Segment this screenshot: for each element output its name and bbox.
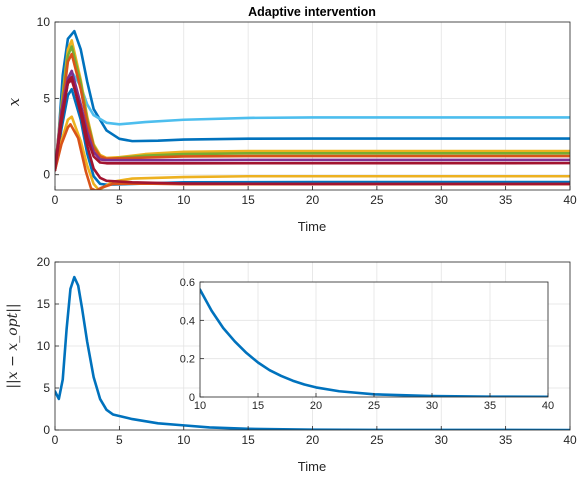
x-tick-label: 30: [435, 193, 449, 207]
x-tick-label: 20: [310, 400, 322, 412]
y-tick-label: 10: [37, 15, 51, 29]
x-tick-label: 40: [542, 400, 554, 412]
y-tick-label: 0: [43, 168, 50, 182]
y-tick-label: 0.4: [180, 315, 195, 327]
x-tick-label: 35: [499, 433, 513, 447]
inset-series-group: [200, 288, 548, 397]
x-tick-label: 25: [368, 400, 380, 412]
top-x-axis-label: Time: [298, 219, 326, 234]
series-line-9: [55, 115, 570, 190]
x-tick-label: 20: [306, 433, 320, 447]
x-tick-label: 15: [241, 433, 255, 447]
x-tick-label: 30: [426, 400, 438, 412]
top-chart: Adaptive intervention 0 5 10 15 20 25 30 35 40 0 5…: [5, 5, 577, 234]
chart-title: Adaptive intervention: [248, 5, 376, 19]
inset-ticks: 10 15 20 25 30 35 40 0 0.2 0.4 0.6: [180, 277, 554, 412]
y-tick-label: 0.2: [180, 354, 195, 366]
y-tick-label: 15: [37, 297, 51, 311]
y-tick-label: 0.6: [180, 277, 195, 289]
bottom-series-group: [55, 275, 570, 430]
x-tick-label: 40: [563, 433, 577, 447]
series-line-1: [55, 275, 570, 430]
bottom-ticks: 0 5 10 15 20 25 30 35 40 0 5 10 15 20: [37, 255, 577, 447]
x-tick-label: 10: [194, 400, 206, 412]
x-tick-label: 40: [563, 193, 577, 207]
y-tick-label: 0: [43, 423, 50, 437]
series-line-1: [200, 288, 548, 397]
inset-chart: 10 15 20 25 30 35 40 0 0.2 0.4 0.6: [180, 277, 554, 412]
top-ticks: 0 5 10 15 20 25 30 35 40 0 5 10: [37, 15, 577, 207]
x-tick-label: 25: [370, 433, 384, 447]
bottom-y-axis-label: ||x − x_opt||: [5, 303, 21, 388]
top-y-axis-label: x: [5, 97, 23, 106]
y-tick-label: 20: [37, 255, 51, 269]
x-tick-label: 10: [177, 193, 191, 207]
x-tick-label: 15: [241, 193, 255, 207]
y-tick-label: 0: [189, 392, 195, 404]
x-tick-label: 10: [177, 433, 191, 447]
x-tick-label: 0: [52, 193, 59, 207]
x-tick-label: 15: [252, 400, 264, 412]
x-tick-label: 5: [116, 193, 123, 207]
x-tick-label: 0: [52, 433, 59, 447]
x-tick-label: 20: [306, 193, 320, 207]
x-tick-label: 5: [116, 433, 123, 447]
bottom-chart: 0 5 10 15 20 25 30 35 40 0 5 10 15 20 Time ||x − x_op…: [5, 255, 577, 474]
bottom-x-axis-label: Time: [298, 459, 326, 474]
x-tick-label: 35: [484, 400, 496, 412]
y-tick-label: 5: [43, 91, 50, 105]
series-line-5: [55, 52, 570, 172]
x-tick-label: 30: [435, 433, 449, 447]
y-tick-label: 5: [43, 381, 50, 395]
x-tick-label: 25: [370, 193, 384, 207]
y-tick-label: 10: [37, 339, 51, 353]
series-line-11: [55, 75, 570, 186]
x-tick-label: 35: [499, 193, 513, 207]
